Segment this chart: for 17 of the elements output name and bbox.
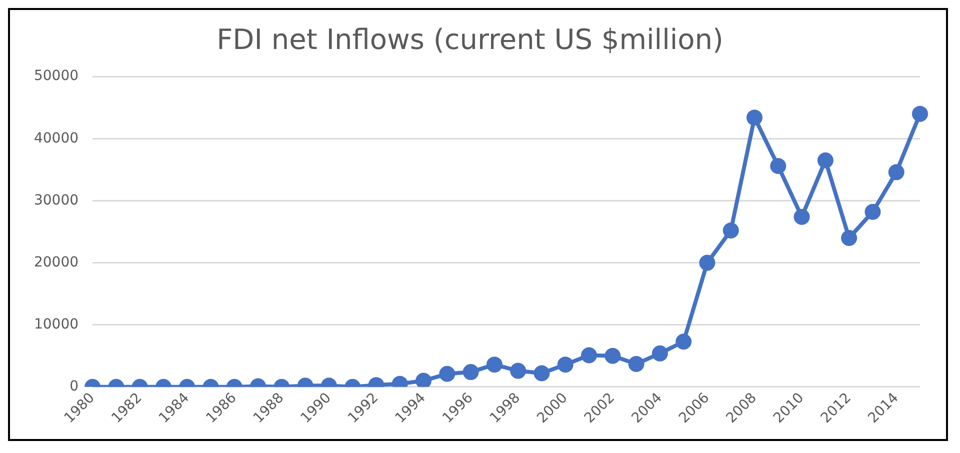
point bbox=[699, 254, 716, 271]
chart-title: FDI net Inflows (current US $million) bbox=[216, 23, 724, 56]
point bbox=[794, 208, 810, 225]
y-tick-label: 40000 bbox=[34, 130, 79, 146]
y-tick-label: 50000 bbox=[34, 68, 79, 84]
y-tick-label: 20000 bbox=[34, 254, 79, 270]
point bbox=[841, 230, 858, 246]
point bbox=[817, 152, 834, 168]
point bbox=[912, 106, 928, 122]
y-tick-label: 0 bbox=[70, 378, 79, 395]
point bbox=[770, 158, 786, 174]
y-tick-label: 10000 bbox=[34, 316, 79, 332]
y-tick-label: 30000 bbox=[34, 192, 79, 208]
point bbox=[746, 110, 763, 126]
point bbox=[722, 222, 739, 239]
point bbox=[888, 164, 904, 180]
point bbox=[864, 204, 881, 220]
